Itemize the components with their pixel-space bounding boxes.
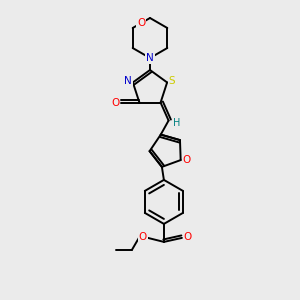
Text: H: H: [173, 118, 180, 128]
Text: O: O: [182, 155, 191, 165]
Text: O: O: [111, 98, 119, 108]
Text: O: O: [139, 232, 147, 242]
Text: O: O: [184, 232, 192, 242]
Text: O: O: [137, 18, 146, 28]
Text: S: S: [169, 76, 175, 86]
Text: N: N: [124, 76, 132, 86]
Text: N: N: [146, 53, 154, 63]
